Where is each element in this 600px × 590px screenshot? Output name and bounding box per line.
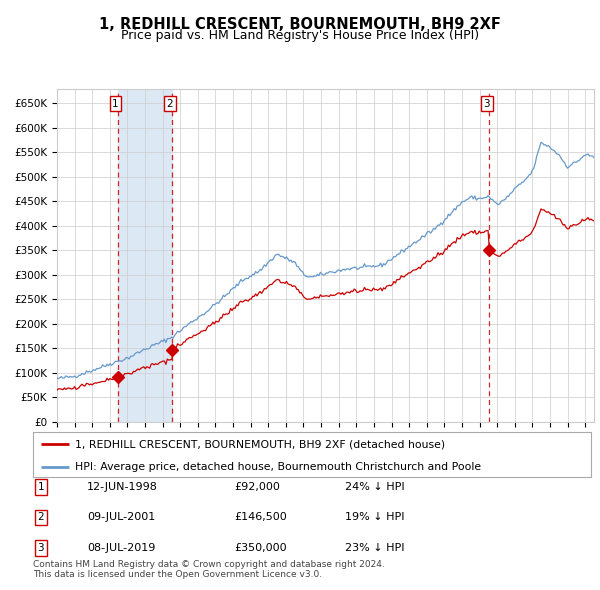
Text: 12-JUN-1998: 12-JUN-1998 — [87, 482, 158, 491]
Text: 24% ↓ HPI: 24% ↓ HPI — [345, 482, 404, 491]
Text: 1, REDHILL CRESCENT, BOURNEMOUTH, BH9 2XF (detached house): 1, REDHILL CRESCENT, BOURNEMOUTH, BH9 2X… — [75, 440, 445, 450]
Text: 08-JUL-2019: 08-JUL-2019 — [87, 543, 155, 553]
Text: 1, REDHILL CRESCENT, BOURNEMOUTH, BH9 2XF: 1, REDHILL CRESCENT, BOURNEMOUTH, BH9 2X… — [99, 17, 501, 31]
Text: 23% ↓ HPI: 23% ↓ HPI — [345, 543, 404, 553]
Text: £350,000: £350,000 — [234, 543, 287, 553]
Text: Contains HM Land Registry data © Crown copyright and database right 2024.
This d: Contains HM Land Registry data © Crown c… — [33, 560, 385, 579]
Text: 3: 3 — [483, 99, 490, 109]
Text: 1: 1 — [37, 482, 44, 491]
Text: HPI: Average price, detached house, Bournemouth Christchurch and Poole: HPI: Average price, detached house, Bour… — [75, 462, 481, 472]
Text: 09-JUL-2001: 09-JUL-2001 — [87, 513, 155, 522]
Text: 2: 2 — [37, 513, 44, 522]
Bar — [118, 88, 172, 422]
Text: £146,500: £146,500 — [234, 513, 287, 522]
Text: 19% ↓ HPI: 19% ↓ HPI — [345, 513, 404, 522]
Text: Price paid vs. HM Land Registry's House Price Index (HPI): Price paid vs. HM Land Registry's House … — [121, 30, 479, 42]
Text: 3: 3 — [37, 543, 44, 553]
Text: 1: 1 — [112, 99, 119, 109]
Text: £92,000: £92,000 — [234, 482, 280, 491]
Text: 2: 2 — [166, 99, 173, 109]
